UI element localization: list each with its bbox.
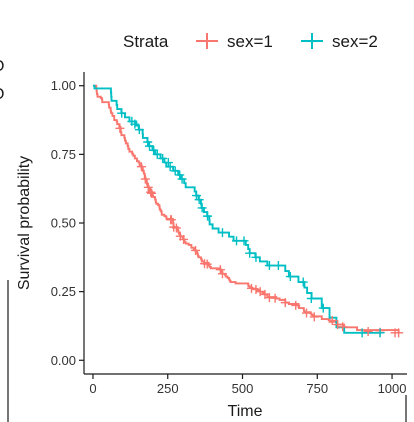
survival-curves xyxy=(92,84,400,334)
censor-mark-sex-2 xyxy=(175,170,185,180)
censor-marks xyxy=(115,108,404,338)
censor-mark-sex-2 xyxy=(194,195,204,205)
survival-curve-sex-2 xyxy=(92,84,381,334)
censor-mark-sex-1 xyxy=(302,308,312,318)
censor-mark-sex-2 xyxy=(217,228,227,238)
censor-mark-sex-2 xyxy=(163,158,173,168)
censor-mark-sex-2 xyxy=(165,162,175,172)
x-tick-label: 0 xyxy=(89,381,96,396)
censor-mark-sex-2 xyxy=(197,203,207,213)
x-tick-label: 750 xyxy=(306,381,328,396)
clipped-edge-mark: O xyxy=(0,58,4,75)
censor-mark-sex-2 xyxy=(239,236,249,246)
censor-mark-sex-1 xyxy=(333,320,343,330)
censor-mark-sex-2 xyxy=(375,328,385,338)
y-tick-label: 0.50 xyxy=(51,216,76,231)
legend-entry-sex-2: sex=2 xyxy=(332,32,378,51)
censor-mark-sex-1 xyxy=(147,188,157,198)
censor-mark-sex-2 xyxy=(203,211,213,221)
clipped-edge-mark: O xyxy=(0,86,4,103)
censor-mark-sex-1 xyxy=(202,259,212,269)
censor-mark-sex-2 xyxy=(152,149,162,159)
censor-mark-sex-2 xyxy=(357,328,367,338)
y-axis-title: Survival probability xyxy=(16,156,33,290)
censor-mark-sex-1 xyxy=(327,315,337,325)
censor-mark-sex-1 xyxy=(309,312,319,322)
censor-mark-sex-2 xyxy=(251,252,261,262)
censor-mark-sex-1 xyxy=(166,215,176,225)
censor-mark-sex-2 xyxy=(177,174,187,184)
censor-mark-sex-2 xyxy=(298,277,308,287)
legend: Strata sex=1 sex=2 xyxy=(123,32,378,51)
survival-curve-sex-1 xyxy=(92,84,400,333)
censor-mark-sex-2 xyxy=(318,303,328,313)
censor-mark-sex-2 xyxy=(264,261,274,271)
y-tick-label: 0.00 xyxy=(51,353,76,368)
censor-mark-sex-2 xyxy=(306,294,316,303)
ticks: 0 250 500 750 1000 0.00 0.25 0.50 0.75 1.00 xyxy=(51,78,407,396)
censor-mark-sex-2 xyxy=(130,119,140,129)
censor-mark-sex-1 xyxy=(136,162,146,172)
censor-mark-sex-1 xyxy=(171,223,181,233)
censor-mark-sex-2 xyxy=(134,125,144,135)
censor-mark-sex-1 xyxy=(215,265,225,275)
censor-mark-sex-1 xyxy=(394,328,404,338)
censor-mark-sex-1 xyxy=(191,245,201,255)
censor-mark-sex-1 xyxy=(280,298,290,308)
censor-mark-sex-2 xyxy=(245,248,255,258)
censor-mark-sex-1 xyxy=(338,322,348,332)
censor-mark-sex-1 xyxy=(143,182,153,192)
censor-mark-sex-2 xyxy=(170,166,180,176)
censor-mark-sex-2 xyxy=(285,272,295,282)
x-tick-label: 500 xyxy=(232,381,254,396)
censor-mark-sex-1 xyxy=(146,187,156,197)
censor-mark-sex-1 xyxy=(291,300,301,310)
x-tick-label: 1000 xyxy=(378,381,407,396)
censor-mark-sex-1 xyxy=(115,123,125,133)
y-tick-label: 0.75 xyxy=(51,147,76,162)
censor-mark-sex-1 xyxy=(179,234,189,244)
censor-mark-sex-1 xyxy=(251,284,261,294)
y-tick-label: 1.00 xyxy=(51,78,76,93)
censor-mark-sex-2 xyxy=(143,137,153,147)
censor-mark-sex-1 xyxy=(255,287,265,297)
censor-mark-sex-1 xyxy=(140,174,150,184)
censor-mark-sex-1 xyxy=(270,293,280,303)
censor-mark-sex-2 xyxy=(273,261,283,271)
y-tick-label: 0.25 xyxy=(51,284,76,299)
legend-entry-sex-1: sex=1 xyxy=(227,32,273,51)
x-tick-label: 250 xyxy=(157,381,179,396)
censor-mark-sex-1 xyxy=(246,283,256,293)
censor-mark-sex-2 xyxy=(144,141,154,151)
legend-title: Strata xyxy=(123,32,169,51)
censor-mark-sex-2 xyxy=(117,108,127,118)
censor-mark-sex-2 xyxy=(158,153,168,163)
censor-mark-sex-1 xyxy=(217,269,227,279)
censor-mark-sex-1 xyxy=(363,326,373,336)
x-axis-title: Time xyxy=(228,403,263,420)
